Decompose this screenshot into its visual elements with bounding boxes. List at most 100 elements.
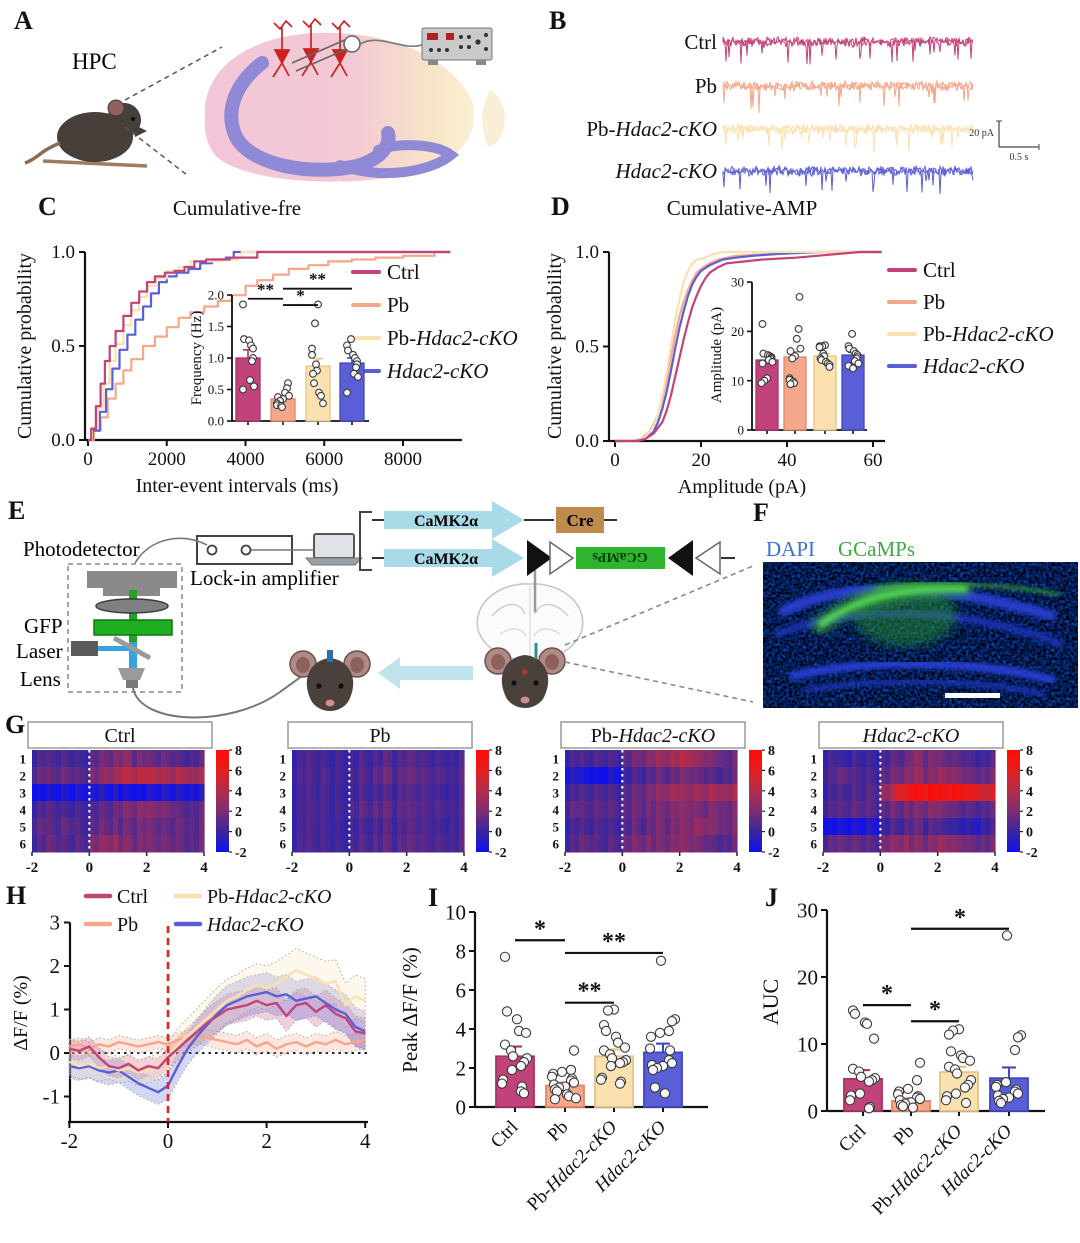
heatmap-grid (565, 750, 738, 853)
data-point (644, 1043, 656, 1054)
data-point (654, 1027, 666, 1039)
x-tick-label: 2 (676, 860, 684, 876)
lockin-label: Lock-in amplifier (190, 566, 339, 590)
x-tick-label: 4 (360, 1129, 371, 1153)
x-axis-label: Inter-event intervals (ms) (136, 475, 339, 497)
data-point (757, 379, 766, 388)
data-point (663, 1025, 675, 1037)
data-point (758, 359, 767, 368)
data-point (964, 1055, 976, 1066)
legend: Ctrl Pb Pb-Hdac2-cKO Hdac2-cKO (351, 260, 518, 383)
significance-stars: * (954, 905, 966, 931)
panel-label-e: E (8, 496, 26, 525)
bar-chart: 0 10 20 30 Amplitude (pA) (709, 275, 867, 438)
bar (755, 359, 779, 431)
x-tick-label: 0 (610, 450, 620, 471)
bar-group-0 (755, 320, 779, 431)
y-axis-label: ΔF/F (%) (10, 975, 32, 1051)
row-label: 5 (811, 820, 818, 835)
data-point (619, 1042, 631, 1053)
x-axis-label: Amplitude (pA) (678, 476, 806, 498)
y-tick-label: -1 (43, 1085, 61, 1109)
data-point (354, 372, 362, 381)
colorbar-tick-label: 2 (495, 805, 502, 820)
legend-label: Pb-Hdac2-cKO (207, 886, 331, 908)
colorbar-tick-label: 2 (1026, 805, 1033, 820)
axes: 0.0 0.5 1.0 0 2000 4000 6000 8000 (51, 242, 462, 470)
micrograph (763, 562, 1078, 708)
trace-line (722, 164, 974, 195)
blue-beam-horizontal (98, 646, 129, 651)
curves (88, 250, 451, 442)
mean-trace-0 (69, 999, 366, 1072)
trace-line (722, 79, 973, 113)
data-point (854, 359, 863, 368)
sem-band-1 (69, 1027, 366, 1058)
colorbar-tick-label: 8 (495, 744, 502, 759)
category-label: Ctrl (835, 1121, 871, 1157)
panel-label-b: B (549, 6, 567, 35)
data-point (556, 1066, 568, 1078)
row-label: 1 (20, 752, 27, 767)
panel-label-c: C (38, 192, 57, 221)
data-point (863, 1103, 875, 1114)
y-tick-label: 30 (731, 275, 744, 290)
data-point (312, 360, 320, 369)
x-tick-label: 2 (403, 860, 411, 876)
heatmap-title: Pb-Hdac2-cKO (591, 725, 715, 747)
brain-section-illustration (476, 570, 584, 662)
dichroic-mirror (112, 635, 152, 661)
x-tick-label: 0 (86, 860, 94, 876)
x-tick-label: -2 (26, 860, 39, 876)
legend-label: Pb (923, 290, 945, 314)
colorbar-tick-label: 2 (768, 805, 775, 820)
scale-v-label: 20 pA (969, 128, 995, 139)
category-label: Ctrl (487, 1117, 523, 1153)
x-tick-label: 8000 (384, 449, 422, 470)
y-tick-label: 10 (797, 1032, 818, 1056)
x-tick-label: 4 (460, 860, 468, 876)
data-point (1012, 1088, 1024, 1099)
row-label: 3 (280, 786, 287, 801)
significance: ** (565, 979, 614, 1005)
significance-stars: * (881, 981, 893, 1007)
legend-label: Ctrl (117, 886, 149, 908)
cumulative-curve-2 (88, 250, 451, 442)
camk2a-label-1: CaMK2α (414, 513, 478, 530)
x-tick-label: -2 (286, 860, 299, 876)
data-point (250, 382, 258, 391)
data-point (347, 335, 355, 344)
y-tick-label: 1.0 (51, 242, 75, 263)
data-point (943, 1029, 955, 1040)
y-tick-label: 6 (456, 978, 467, 1002)
data-point (855, 1071, 867, 1082)
y-tick-label: 10 (731, 373, 744, 388)
heatmap-grid (823, 750, 996, 853)
trace-line (722, 122, 974, 150)
laser-label: Laser (16, 639, 63, 663)
brain-illustration (204, 32, 505, 182)
data-point (249, 344, 257, 353)
row-label: 6 (280, 837, 287, 852)
colorbar-tick-label: -2 (495, 846, 507, 861)
data-point (951, 1068, 963, 1079)
x-tick-label: 0 (877, 860, 885, 876)
significance-stars: ** (602, 929, 626, 955)
colorbar-tick-label: 2 (235, 805, 242, 820)
legend-label: Ctrl (387, 260, 420, 284)
data-point (902, 1083, 914, 1095)
mouse-side-illustration (24, 99, 148, 168)
row-label: 3 (20, 786, 27, 801)
sem-band-3 (69, 972, 366, 1105)
y-tick-label: 1.0 (575, 242, 599, 263)
bar-group-2 (594, 1004, 634, 1108)
y-tick-label: 4 (456, 1017, 467, 1041)
cumulative-curve-0 (88, 250, 451, 442)
data-point (614, 1057, 626, 1069)
data-point (511, 1014, 523, 1025)
y-tick-label: 0.5 (51, 336, 75, 357)
y-tick-label: 1 (50, 998, 61, 1022)
heatmap-0: Ctrl 1 2 3 4 5 6 -2 0 2 4 8 6 4 2 0 -2 (20, 721, 247, 876)
